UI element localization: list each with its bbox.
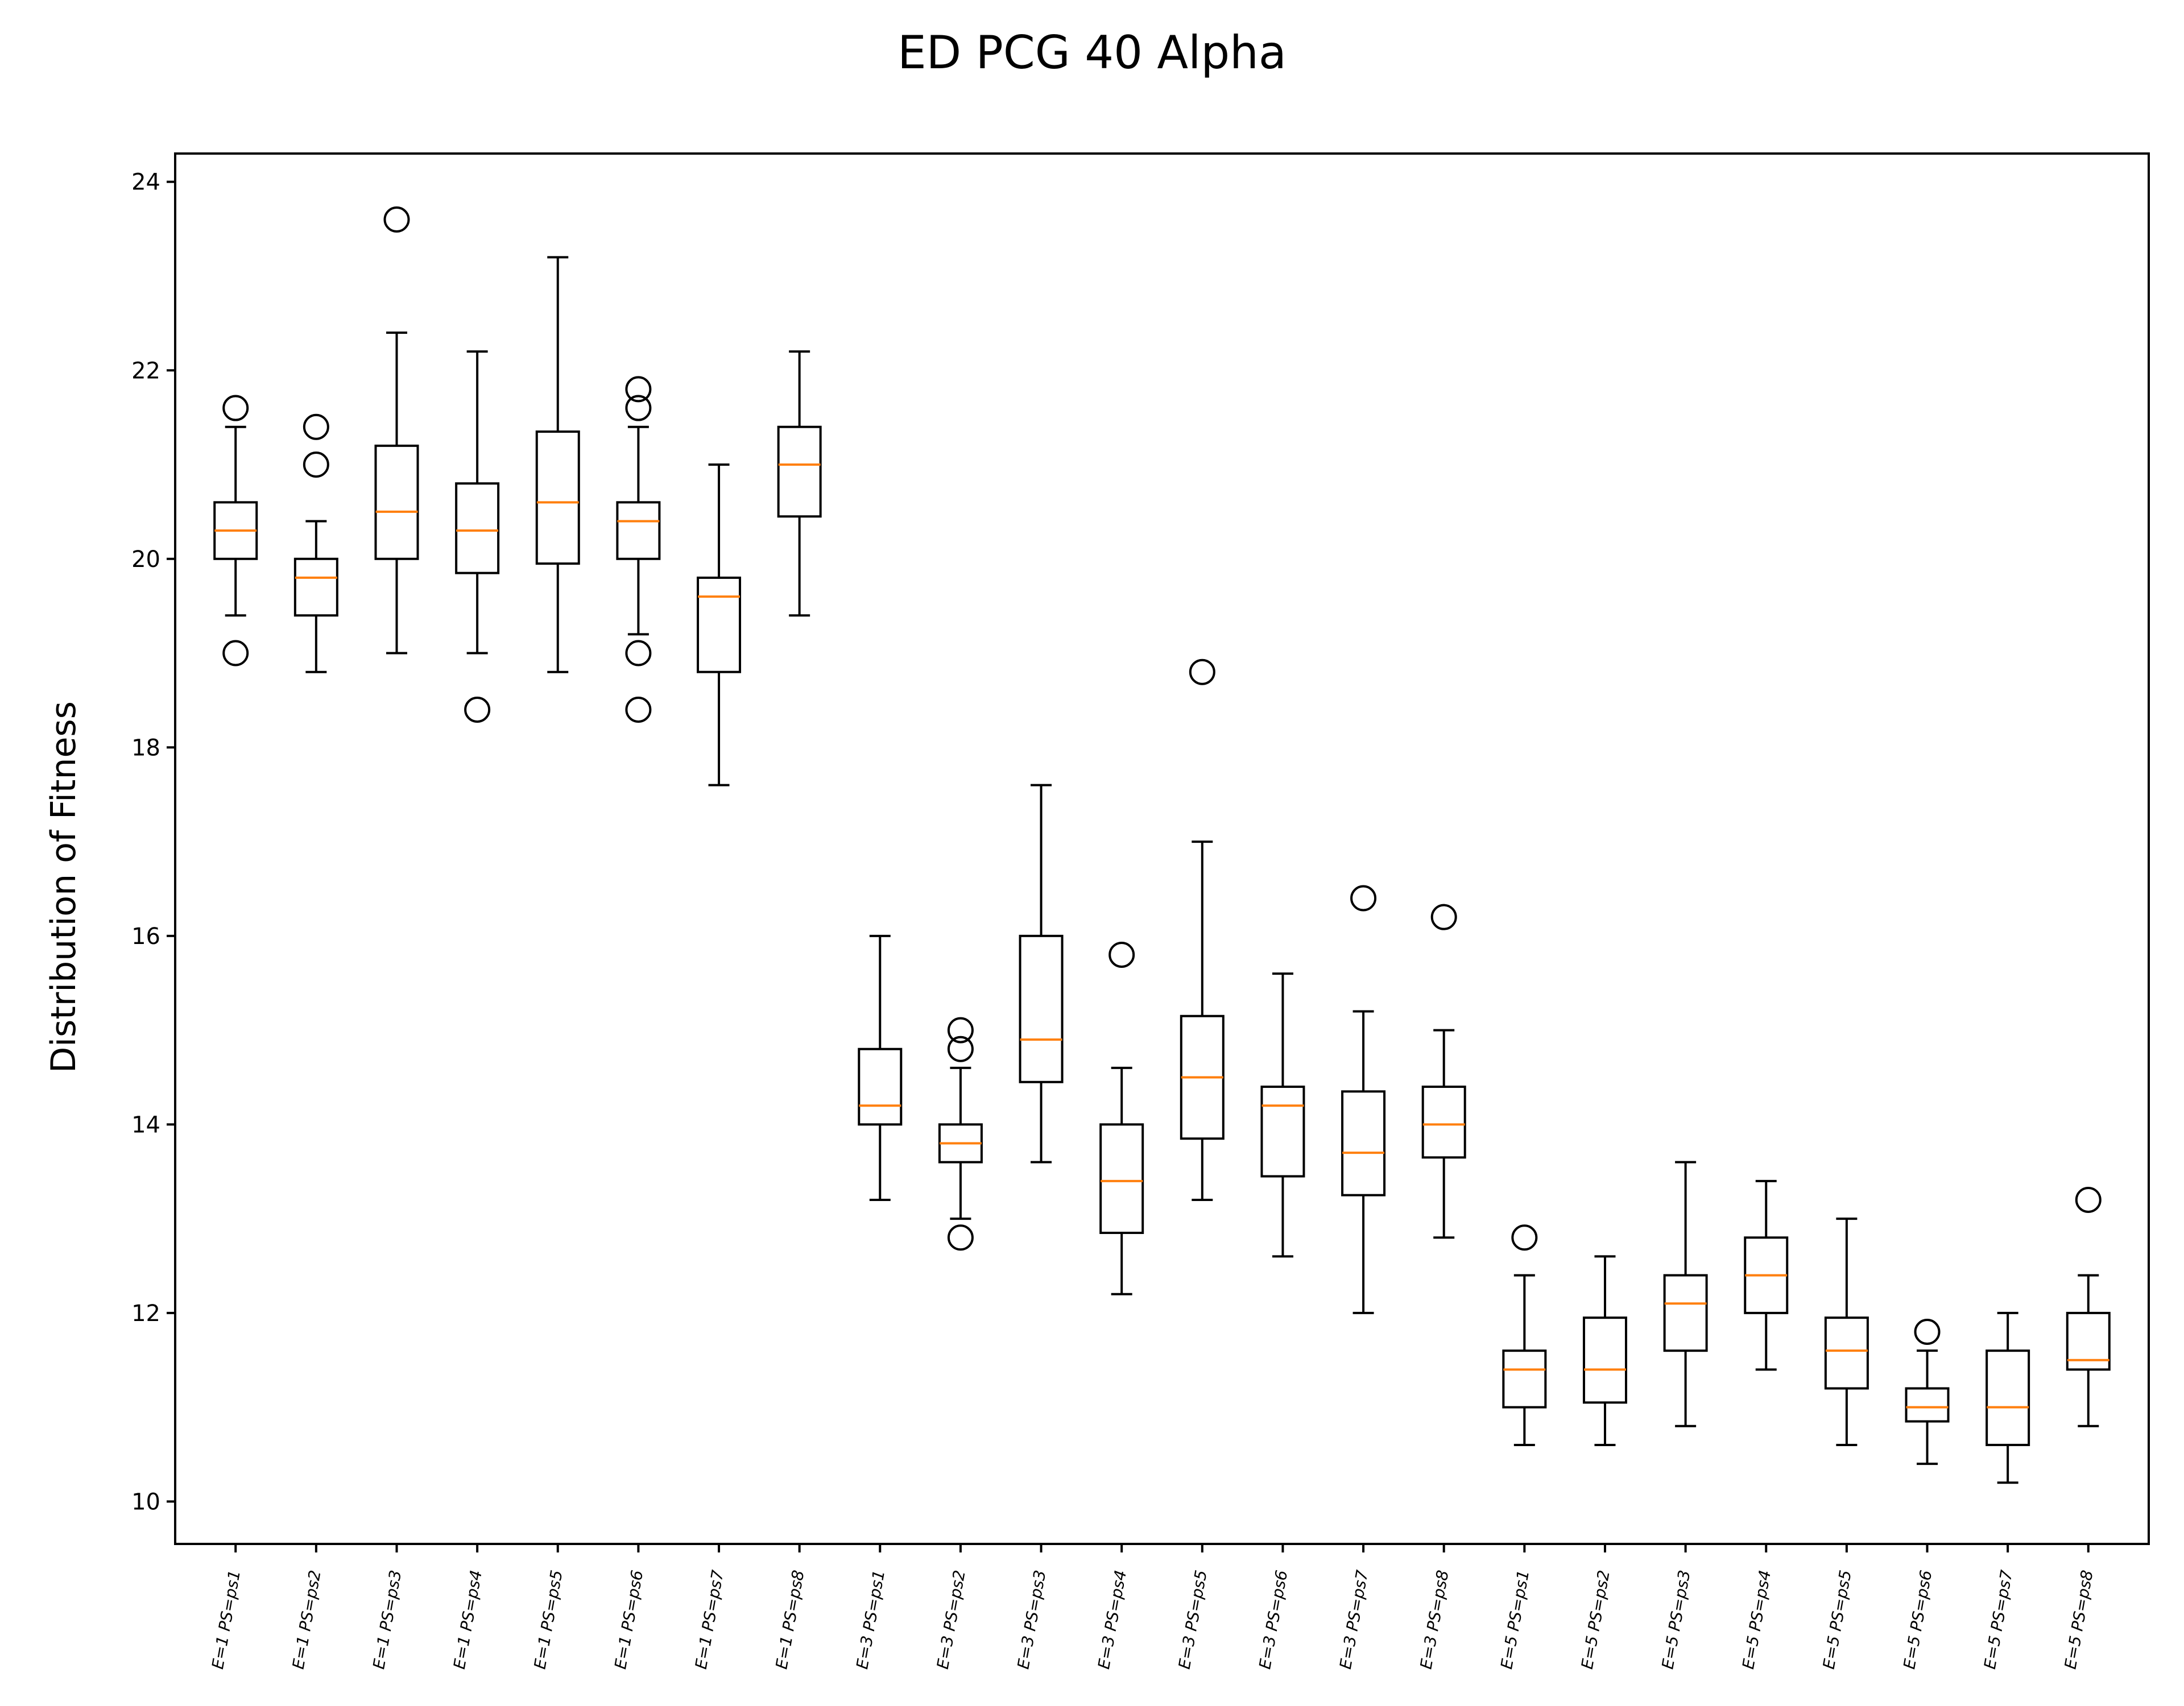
box-iqr [535, 430, 580, 565]
flier-point [625, 376, 652, 403]
boxes-layer [213, 206, 2111, 1484]
chart-title: ED PCG 40 Alpha [897, 26, 1287, 79]
flier-point [383, 206, 410, 233]
box-group-19 [1663, 1161, 1708, 1427]
y-tick-label: 24 [131, 169, 160, 196]
box-group-4 [455, 350, 500, 723]
flier-point [2075, 1186, 2102, 1213]
flier-point [1511, 1224, 1538, 1251]
box-iqr [858, 1047, 903, 1126]
box-group-9 [858, 934, 903, 1201]
box-iqr [1019, 934, 1064, 1083]
flier-point [625, 640, 652, 666]
box-iqr [1341, 1090, 1386, 1196]
box-iqr [293, 557, 338, 617]
box-iqr [1260, 1086, 1305, 1178]
y-tick-label: 22 [131, 358, 160, 384]
flier-point [1189, 659, 1215, 685]
box-group-7 [697, 463, 742, 786]
y-axis-label: Distribution of Fitness [44, 701, 84, 1073]
box-group-23 [1986, 1311, 2030, 1484]
flier-point [1108, 941, 1135, 968]
box-group-3 [374, 206, 419, 655]
box-group-1 [213, 395, 258, 666]
flier-point [303, 413, 329, 440]
box-group-16 [1421, 904, 1466, 1239]
flier-point [464, 697, 491, 723]
box-group-21 [1824, 1218, 1869, 1446]
box-group-17 [1502, 1224, 1547, 1446]
box-group-10 [938, 1017, 983, 1251]
flier-point [303, 452, 329, 478]
y-tick-label: 12 [131, 1301, 160, 1327]
flier-point [947, 1036, 974, 1062]
box-iqr [697, 576, 742, 673]
box-iqr [455, 482, 500, 574]
box-group-15 [1341, 885, 1386, 1314]
box-group-14 [1260, 972, 1305, 1258]
box-group-11 [1019, 784, 1064, 1163]
y-tick-label: 14 [131, 1112, 160, 1138]
box-group-18 [1582, 1255, 1627, 1446]
box-iqr [1099, 1123, 1144, 1234]
flier-point [625, 697, 652, 723]
box-iqr [777, 425, 822, 518]
box-group-20 [1744, 1179, 1789, 1371]
flier-point [222, 395, 249, 421]
flier-point [625, 395, 652, 421]
box-iqr [616, 501, 661, 560]
box-group-5 [535, 256, 580, 673]
box-iqr [1905, 1387, 1950, 1423]
box-group-24 [2066, 1186, 2111, 1427]
box-group-6 [616, 376, 661, 723]
box-iqr [1986, 1349, 2030, 1446]
box-group-12 [1099, 941, 1144, 1295]
flier-point [1430, 904, 1457, 930]
box-iqr [2066, 1311, 2111, 1371]
box-iqr [1421, 1086, 1466, 1159]
y-tick-label: 10 [131, 1489, 160, 1515]
box-iqr [1502, 1349, 1547, 1409]
plot-frame [174, 152, 2150, 1545]
box-group-2 [293, 413, 338, 673]
flier-point [947, 1224, 974, 1251]
flier-point [1914, 1319, 1941, 1345]
box-iqr [1663, 1274, 1708, 1352]
y-tick-label: 16 [131, 924, 160, 950]
flier-point [1350, 885, 1377, 912]
box-iqr [1824, 1316, 1869, 1390]
flier-point [222, 640, 249, 666]
flier-point [947, 1017, 974, 1044]
box-iqr [1582, 1316, 1627, 1404]
y-tick-label: 20 [131, 546, 160, 573]
box-group-13 [1180, 659, 1225, 1201]
box-group-8 [777, 350, 822, 617]
box-iqr [374, 444, 419, 560]
y-tick-label: 18 [131, 735, 160, 761]
box-group-22 [1905, 1319, 1950, 1465]
